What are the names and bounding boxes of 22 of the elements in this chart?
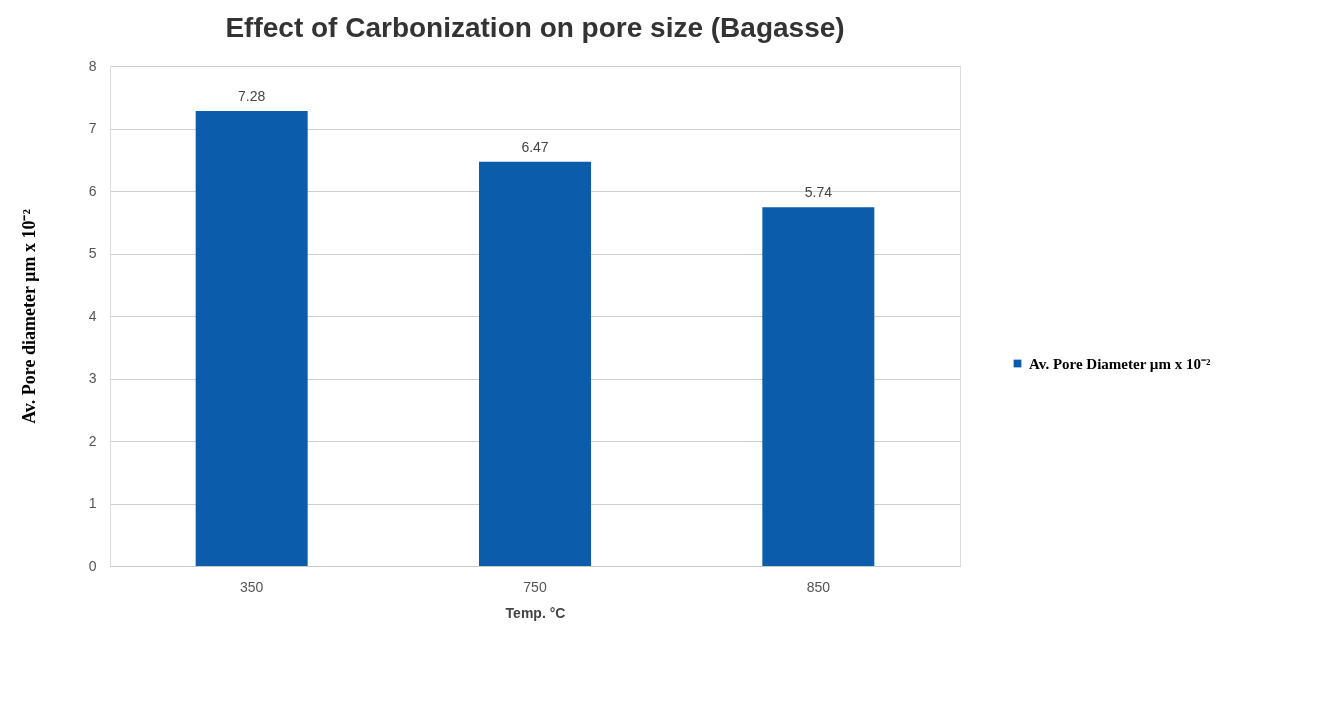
y-tick-label: 5 [88, 245, 97, 261]
chart-title: Effect of Carbonization on pore size (Bagasse) [225, 12, 845, 43]
y-tick-label: 0 [88, 557, 97, 574]
data-label: 5.74 [804, 184, 833, 201]
legend-label: Av. Pore Diameter µm x 10⁻² [1029, 355, 1211, 372]
data-label: 6.47 [521, 138, 549, 155]
y-tick-label: 1 [88, 495, 97, 511]
y-tick-label: 6 [88, 182, 97, 199]
data-label: 7.28 [238, 88, 266, 104]
bar [762, 207, 875, 566]
x-axis-title: Temp. °C [505, 604, 566, 621]
y-tick-label: 8 [88, 57, 97, 74]
y-axis-title: Av. Pore diameter µm x 10⁻² [18, 209, 39, 424]
x-tick-label: 750 [523, 578, 547, 595]
bar [195, 111, 308, 566]
y-tick-label: 3 [88, 370, 97, 386]
bar [479, 161, 591, 566]
y-tick-label: 7 [88, 120, 97, 136]
x-tick-label: 850 [806, 578, 831, 595]
x-tick-label: 350 [239, 578, 264, 595]
y-tick-label: 4 [88, 307, 97, 324]
y-tick-label: 2 [88, 432, 97, 449]
